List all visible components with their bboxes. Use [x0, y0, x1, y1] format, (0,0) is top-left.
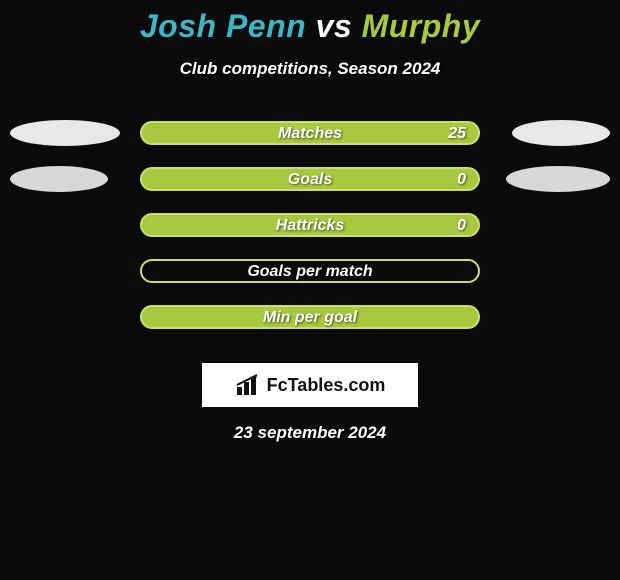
bar-wrap: Goals0: [140, 167, 480, 191]
stat-value-right: 0: [457, 171, 466, 189]
comparison-infographic: Josh Penn vs Murphy Club competitions, S…: [0, 0, 620, 580]
stat-label: Goals: [142, 171, 478, 189]
stat-label: Min per goal: [142, 309, 478, 327]
bars-icon: [235, 373, 263, 397]
bar-wrap: Min per goal: [140, 305, 480, 329]
stat-bar: Matches25: [140, 121, 480, 145]
stat-bar: Goals0: [140, 167, 480, 191]
bar-wrap: Matches25: [140, 121, 480, 145]
stat-bar: Goals per match: [140, 259, 480, 283]
title-vs: vs: [316, 8, 353, 44]
stat-bar: Hattricks0: [140, 213, 480, 237]
title-player1: Josh Penn: [140, 8, 306, 44]
stat-label: Hattricks: [142, 217, 478, 235]
left-ellipse: [10, 166, 108, 192]
left-ellipse: [10, 120, 120, 146]
bar-wrap: Goals per match: [140, 259, 480, 283]
stat-row: Matches25: [0, 121, 620, 167]
stat-row: Min per goal: [0, 305, 620, 351]
subtitle: Club competitions, Season 2024: [0, 59, 620, 79]
title-player2: Murphy: [362, 8, 481, 44]
stat-label: Goals per match: [142, 263, 478, 281]
stat-row: Goals per match: [0, 259, 620, 305]
right-ellipse: [512, 120, 610, 146]
stat-value-right: 0: [457, 217, 466, 235]
stat-row: Hattricks0: [0, 213, 620, 259]
page-title: Josh Penn vs Murphy: [0, 0, 620, 45]
stat-label: Matches: [142, 125, 478, 143]
right-ellipse: [506, 166, 610, 192]
stat-value-right: 25: [448, 125, 466, 143]
bar-wrap: Hattricks0: [140, 213, 480, 237]
stat-row: Goals0: [0, 167, 620, 213]
stat-bar: Min per goal: [140, 305, 480, 329]
logo-text: FcTables.com: [267, 375, 386, 396]
date-text: 23 september 2024: [0, 423, 620, 443]
logo: FcTables.com: [235, 373, 386, 397]
logo-box: FcTables.com: [202, 363, 418, 407]
stat-rows: Matches25Goals0Hattricks0Goals per match…: [0, 121, 620, 351]
